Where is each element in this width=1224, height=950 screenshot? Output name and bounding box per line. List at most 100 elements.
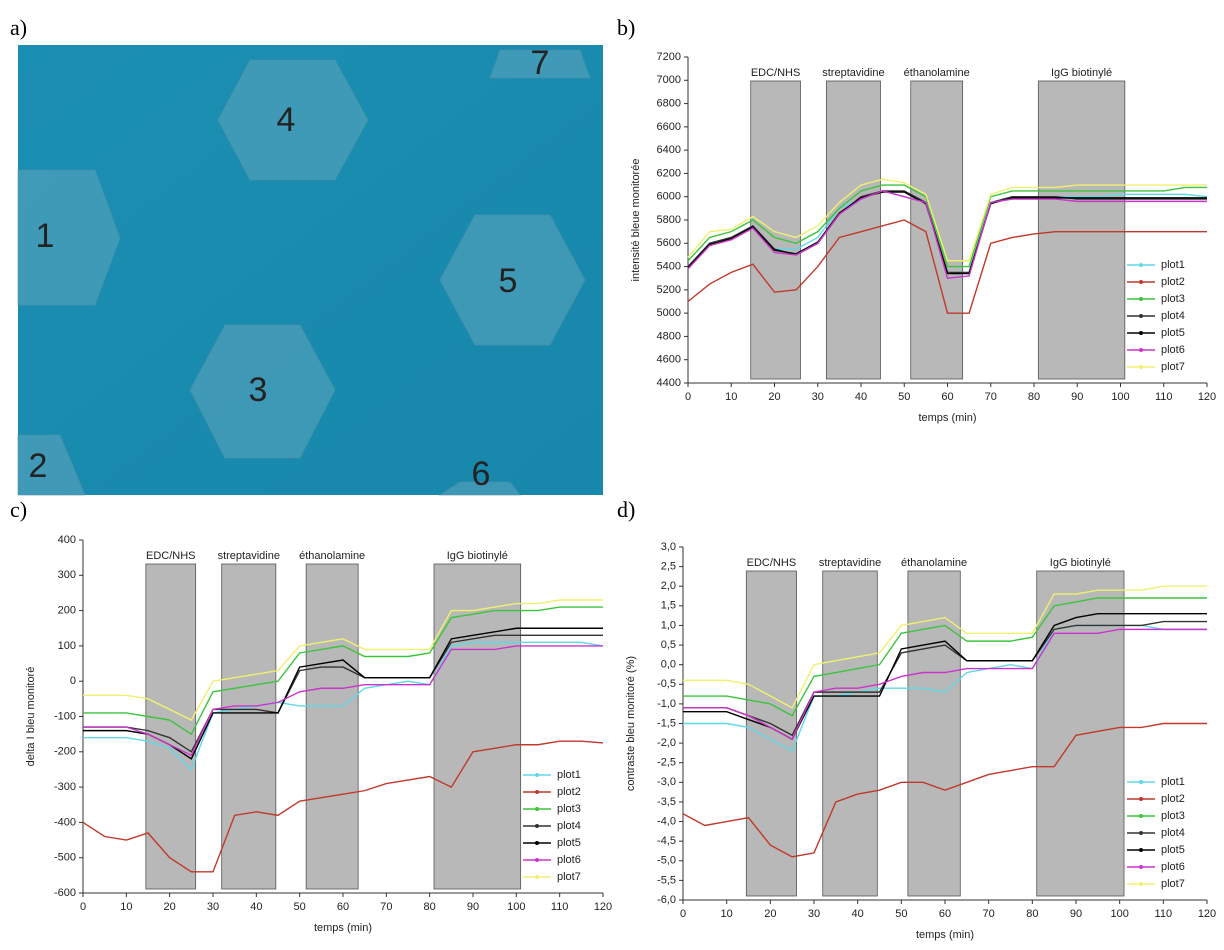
x-tick-label: 0 [680,908,686,920]
panel-label: a) [10,15,27,40]
legend-marker [1139,882,1143,886]
region [1037,80,1126,380]
region-label: EDC/NHS [747,557,797,569]
legend-label: plot2 [557,786,581,798]
y-tick-label: -3,5 [657,796,676,808]
photo-label: 1 [36,217,55,255]
x-tick-label: 40 [852,908,864,920]
legend-marker [1139,348,1143,352]
y-tick-label: 1,0 [661,619,676,631]
y-tick-label: -2,0 [657,737,676,749]
x-tick-label: 120 [1198,908,1216,920]
legend-label: plot5 [1161,844,1185,856]
y-tick-label: 0,0 [661,659,676,671]
region-label: EDC/NHS [146,550,196,562]
y-tick-label: -5,5 [657,874,676,886]
x-tick-label: 90 [1071,391,1083,403]
y-tick-label: -1,5 [657,717,676,729]
x-tick-label: 30 [812,391,824,403]
y-tick-label: 6600 [657,121,681,133]
panel-label: c) [10,497,27,522]
y-tick-label: 0,5 [661,639,676,651]
legend-label: plot1 [557,769,581,781]
photo-label: 7 [531,44,550,82]
x-tick-label: 70 [985,391,997,403]
legend-marker [535,858,539,862]
region-label: IgG biotinylé [1050,557,1111,569]
y-tick-label: -4,5 [657,835,676,847]
x-tick-label: 10 [120,901,132,913]
line [683,597,1207,717]
x-tick-label: 110 [1155,391,1173,403]
x-axis-title: temps (min) [314,922,372,934]
x-tick-label: 120 [594,901,612,913]
region [822,570,878,897]
legend-marker [535,841,539,845]
y-axis-title: intensité bleue monitorée [630,159,642,282]
y-tick-label: -1,0 [657,698,676,710]
legend-label: plot1 [1161,776,1185,788]
y-tick-label: 4600 [657,354,681,366]
y-tick-label: 5200 [657,284,681,296]
x-tick-label: 0 [80,901,86,913]
x-tick-label: 50 [898,391,910,403]
x-tick-label: 100 [1110,908,1128,920]
y-tick-label: 5600 [657,237,681,249]
x-axis-title: temps (min) [918,412,976,424]
y-axis-title: delta I bleu monitoré [25,667,37,767]
line [82,740,604,873]
photo-label: 2 [29,447,48,485]
legend-marker [1139,280,1143,284]
x-tick-label: 110 [1155,908,1173,920]
y-tick-label: -0,5 [657,678,676,690]
region-label: streptavidine [819,557,881,569]
region [433,563,522,890]
y-tick-label: 6400 [657,144,681,156]
x-tick-label: 30 [808,908,820,920]
region [145,563,197,890]
x-tick-label: 90 [467,901,479,913]
y-tick-label: 4400 [657,377,681,389]
photo: 1 2 3 4 5 6 7 [17,44,603,496]
y-tick-label: 0 [70,675,76,687]
y-tick-label: -4,0 [657,815,676,827]
legend-marker [535,807,539,811]
y-tick-label: 100 [58,640,76,652]
x-tick-label: 70 [380,901,392,913]
legend-marker [535,773,539,777]
legend-label: plot7 [1161,878,1185,890]
legend-label: plot5 [1161,327,1185,339]
photo-label: 5 [499,262,518,300]
legend-marker [1139,780,1143,784]
line [687,184,1207,268]
x-tick-label: 20 [764,908,776,920]
y-tick-label: -5,0 [657,855,676,867]
legend-marker [1139,314,1143,318]
region-label: éthanolamine [299,550,365,562]
y-tick-label: 6000 [657,191,681,203]
y-tick-label: 400 [58,534,76,546]
x-tick-label: 110 [551,901,569,913]
x-tick-label: 50 [895,908,907,920]
y-tick-label: 2,5 [661,561,676,573]
y-tick-label: -400 [54,816,76,828]
panel-label: b) [617,15,635,40]
legend-label: plot4 [1161,827,1185,839]
y-tick-label: -2,5 [657,757,676,769]
line [83,634,603,753]
y-tick-label: -100 [54,710,76,722]
region [907,570,961,897]
y-tick-label: 5800 [657,214,681,226]
region-label: éthanolamine [904,67,970,79]
x-tick-label: 70 [983,908,995,920]
line [683,620,1207,737]
legend-marker [1139,365,1143,369]
x-tick-label: 60 [939,908,951,920]
legend-marker [1139,848,1143,852]
line [687,178,1207,262]
region [826,80,881,380]
region-label: streptavidine [218,550,280,562]
legend-label: plot3 [557,803,581,815]
x-tick-label: 80 [424,901,436,913]
